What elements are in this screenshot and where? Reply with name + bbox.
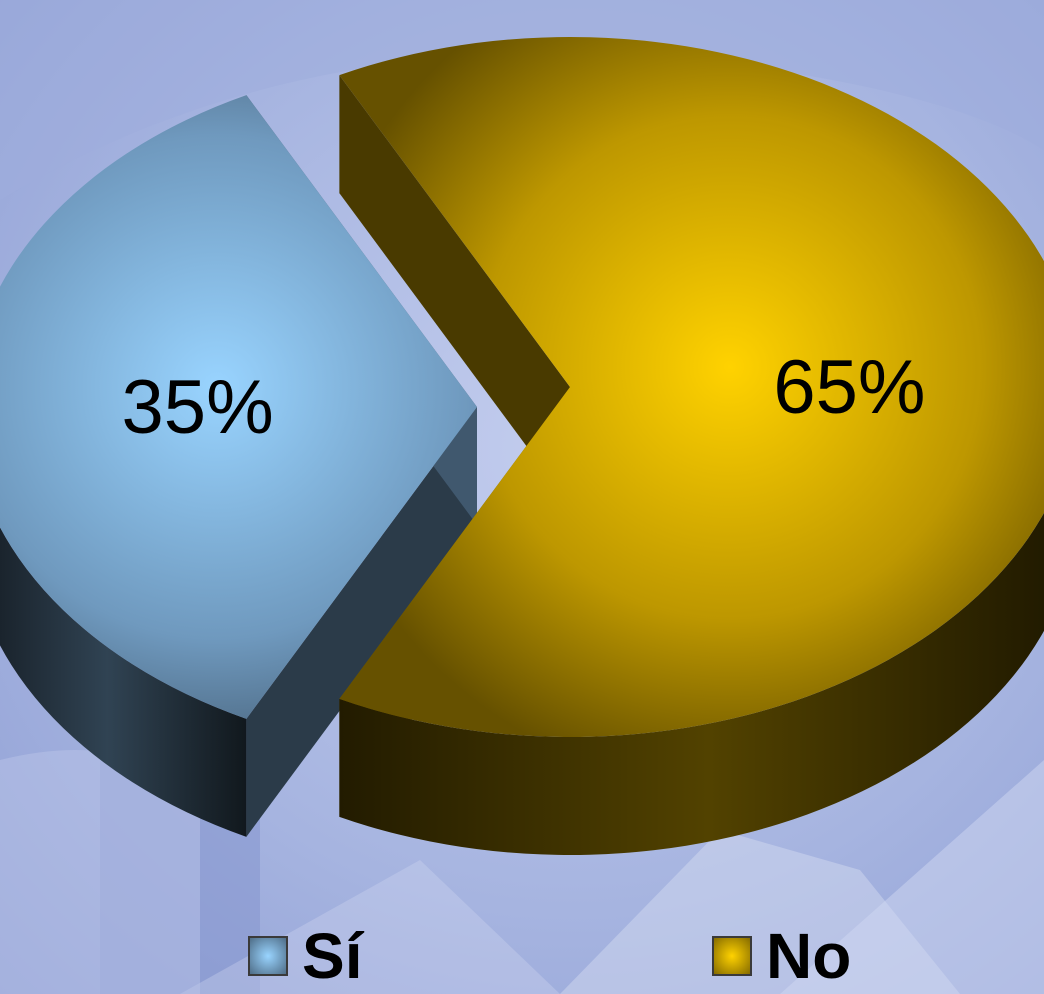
pie-slice-cut-face-1-0: [339, 75, 570, 506]
data-label-no: 65%: [773, 345, 925, 430]
pie-slice-wall-1-0: [339, 512, 1044, 855]
pie-slice-wall-0-0: [0, 527, 247, 837]
legend-label-si: Sí: [302, 920, 363, 992]
legend-item-si: Sí: [248, 920, 363, 992]
pie-slice-no: [339, 37, 1044, 737]
legend-item-no: No: [712, 920, 852, 992]
legend-symbol-si: [248, 936, 288, 976]
pie-slice-cut-face-0-0: [246, 407, 477, 837]
legend-symbol-no: [712, 936, 752, 976]
data-label-si: 35%: [122, 365, 274, 450]
pie-slice-si: [0, 95, 477, 719]
legend-label-no: No: [766, 920, 852, 992]
